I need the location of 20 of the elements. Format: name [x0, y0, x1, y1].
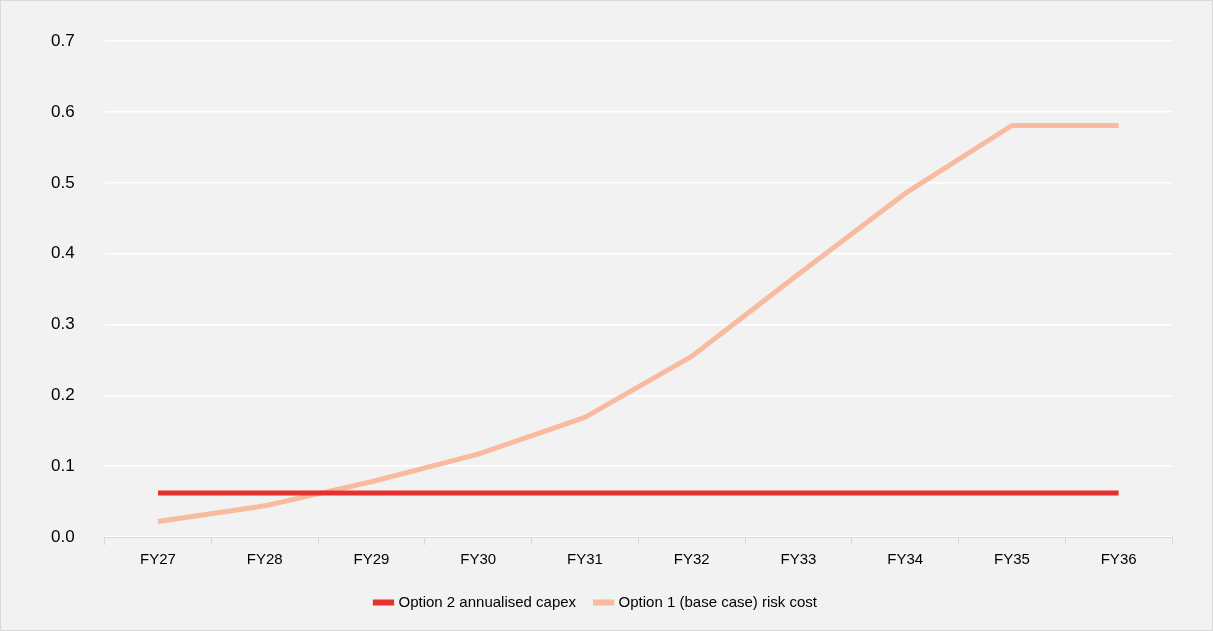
y-tick-label: 0.5: [50, 172, 75, 192]
legend-label: Option 2 annualised capex: [398, 592, 577, 610]
y-tick-label: 0.3: [50, 314, 75, 334]
y-tick-label: 0.1: [50, 455, 75, 475]
x-tick-label: FY35: [993, 550, 1030, 568]
x-tick-label: FY34: [887, 550, 924, 568]
y-tick-label: 0.2: [50, 385, 75, 405]
x-tick-label: FY31: [567, 550, 603, 568]
y-tick-label: 0.6: [50, 101, 75, 121]
x-tick-label: FY30: [460, 550, 497, 568]
legend-label: Option 1 (base case) risk cost: [618, 592, 818, 610]
y-tick-label: 0.0: [50, 526, 75, 546]
x-tick-label: FY32: [673, 550, 710, 568]
y-tick-label: 0.7: [50, 30, 75, 50]
x-tick-label: FY33: [780, 550, 817, 568]
x-tick-label: FY27: [140, 550, 176, 568]
x-tick-label: FY36: [1100, 550, 1137, 568]
y-tick-label: 0.4: [50, 243, 75, 263]
x-tick-label: FY28: [246, 550, 283, 568]
x-tick-label: FY29: [353, 550, 390, 568]
